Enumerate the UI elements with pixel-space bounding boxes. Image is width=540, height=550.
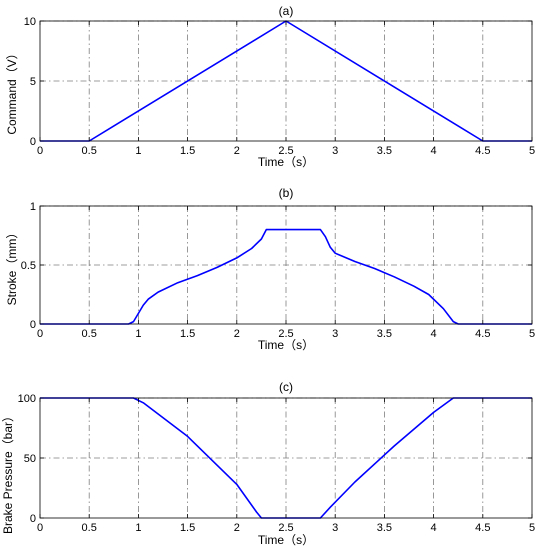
chart-panel-a: (a) Time（s） Command（V） 0 0.5 1 1.5 2 2.5 3 3.5 4… (5, 4, 535, 169)
x-tick-label: 1 (135, 328, 141, 340)
x-tick-label: 2.5 (278, 522, 293, 534)
y-axis-label: Command（V） (5, 47, 19, 134)
grid (40, 20, 532, 141)
x-axis-label: Time（s） (258, 533, 314, 547)
x-tick-label: 2.5 (278, 145, 293, 157)
axes-frame (39, 205, 533, 325)
chart-title: (b) (279, 186, 294, 200)
x-tick-label: 0 (37, 522, 43, 534)
series-group (40, 228, 532, 325)
x-tick-label: 0 (37, 145, 43, 157)
x-tick-label: 1.5 (180, 328, 195, 340)
chart-title: (a) (279, 4, 294, 18)
x-tick-label: 4.5 (475, 145, 490, 157)
x-tick-label: 3 (332, 522, 338, 534)
grid (40, 205, 532, 324)
y-tick-label: 10 (24, 16, 36, 28)
x-tick-labels: 0 0.5 1 1.5 2 2.5 3 3.5 4 4.5 5 (37, 522, 535, 534)
x-tick-labels: 0 0.5 1 1.5 2 2.5 3 3.5 4 4.5 5 (37, 145, 535, 157)
x-tick-label: 3 (332, 145, 338, 157)
x-tick-label: 3 (332, 328, 338, 340)
axes-box (39, 205, 533, 325)
y-tick-labels: 0 5 10 (24, 16, 36, 148)
axes-frame (39, 397, 533, 519)
y-tick-label: 0.5 (21, 260, 36, 272)
x-axis-label: Time（s） (258, 155, 314, 169)
x-tick-label: 4.5 (475, 522, 490, 534)
x-tick-label: 2 (234, 522, 240, 534)
y-tick-labels: 00.51 (21, 201, 36, 331)
grid (40, 397, 532, 518)
x-tick-label: 1.5 (180, 145, 195, 157)
chart-title: (c) (279, 380, 293, 394)
x-tick-label: 5 (529, 522, 535, 534)
y-tick-label: 50 (24, 453, 36, 465)
x-tick-label: 0.5 (82, 145, 97, 157)
series-line (40, 228, 532, 325)
x-tick-label: 4 (431, 145, 437, 157)
axes-box (39, 397, 533, 519)
y-tick-labels: 0 50 100 (18, 393, 36, 525)
x-tick-label: 1.5 (180, 522, 195, 534)
x-tick-label: 2 (234, 145, 240, 157)
x-tick-label: 3.5 (377, 522, 392, 534)
x-tick-label: 4.5 (475, 328, 490, 340)
y-tick-label: 100 (18, 393, 36, 405)
x-tick-label: 5 (529, 145, 535, 157)
y-axis-label: Stroke（mm） (5, 227, 19, 306)
x-tick-label: 1 (135, 145, 141, 157)
x-tick-label: 0.5 (82, 328, 97, 340)
y-tick-label: 0 (30, 513, 36, 525)
y-axis-label: Brake Pressure（bar） (1, 410, 15, 534)
x-tick-label: 0.5 (82, 522, 97, 534)
y-tick-label: 0 (30, 136, 36, 148)
axes-box (39, 20, 533, 142)
y-tick-label: 0 (30, 319, 36, 331)
x-tick-label: 3.5 (377, 328, 392, 340)
x-tick-label: 4 (431, 522, 437, 534)
x-tick-label: 1 (135, 522, 141, 534)
x-axis-label: Time（s） (258, 338, 314, 352)
x-tick-label: 0 (37, 328, 43, 340)
x-tick-label: 3.5 (377, 145, 392, 157)
y-tick-label: 1 (30, 201, 36, 213)
axes-frame (39, 20, 533, 142)
y-tick-label: 5 (30, 76, 36, 88)
x-tick-label: 5 (529, 328, 535, 340)
x-tick-label: 2 (234, 328, 240, 340)
x-tick-label: 2.5 (278, 328, 293, 340)
chart-panel-c: (c) Time（s） Brake Pressure（bar） 0 0.5 1 1.5… (1, 380, 535, 547)
chart-panel-b: (b) Time（s） Stroke（mm） 0 0.5 1 1.5 2 2.5 3 3.5 4… (5, 186, 535, 352)
x-tick-labels: 0 0.5 1 1.5 2 2.5 3 3.5 4 4.5 5 (37, 328, 535, 340)
x-tick-label: 4 (431, 328, 437, 340)
